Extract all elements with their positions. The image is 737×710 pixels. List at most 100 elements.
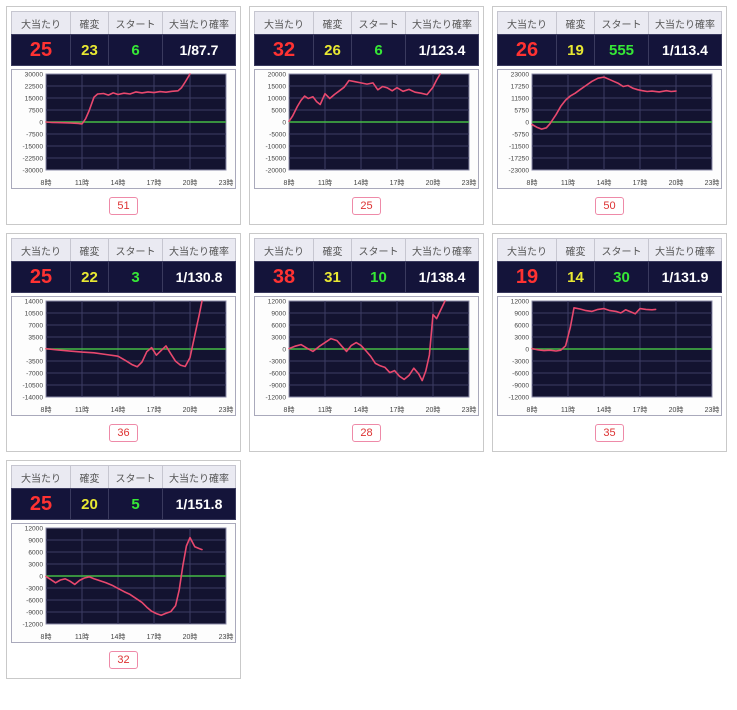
svg-text:30000: 30000 <box>25 71 44 78</box>
header-probability-label: 大当たり確率 <box>648 239 721 261</box>
svg-text:14時: 14時 <box>354 406 369 414</box>
svg-text:-11500: -11500 <box>509 143 529 150</box>
header-start-label: スタート <box>594 239 648 261</box>
start-count: 5 <box>108 489 162 519</box>
stats-header-row: 大当たり 確変 スタート 大当たり確率 <box>11 238 236 261</box>
svg-text:-15000: -15000 <box>22 143 43 150</box>
stats-value-row: 32 26 6 1/123.4 <box>254 34 479 66</box>
svg-text:14時: 14時 <box>354 179 369 187</box>
stats-header-row: 大当たり 確変 スタート 大当たり確率 <box>497 11 722 34</box>
svg-text:8時: 8時 <box>527 406 538 414</box>
svg-text:23時: 23時 <box>705 179 720 187</box>
machine-panel: 大当たり 確変 スタート 大当たり確率 25 23 6 1/87.7 8時 11時… <box>6 6 241 225</box>
kakuhen-count: 19 <box>556 35 594 65</box>
svg-text:17時: 17時 <box>147 633 162 641</box>
svg-text:6000: 6000 <box>28 549 43 556</box>
kakuhen-count: 14 <box>556 262 594 292</box>
header-jackpot-label: 大当たり <box>21 20 61 31</box>
machine-panel: 大当たり 確変 スタート 大当たり確率 25 20 5 1/151.8 8時 11… <box>6 460 241 679</box>
machine-number-badge[interactable]: 28 <box>352 424 381 442</box>
svg-text:-12000: -12000 <box>22 621 43 628</box>
svg-text:12000: 12000 <box>268 298 287 305</box>
stats-header-row: 大当たり 確変 スタート 大当たり確率 <box>11 11 236 34</box>
svg-text:-12000: -12000 <box>508 394 529 401</box>
start-count: 555 <box>594 35 648 65</box>
machine-number-badge[interactable]: 51 <box>109 197 138 215</box>
svg-text:-7000: -7000 <box>26 370 43 377</box>
svg-text:11時: 11時 <box>318 406 332 414</box>
jackpot-count: 32 <box>272 38 296 61</box>
svg-text:8時: 8時 <box>527 179 538 187</box>
svg-text:22500: 22500 <box>25 83 44 90</box>
svg-text:-20000: -20000 <box>265 167 286 174</box>
jackpot-probability: 1/87.7 <box>162 35 235 65</box>
svg-text:7000: 7000 <box>28 322 43 329</box>
badge-row: 25 <box>254 189 479 222</box>
jackpot-count: 19 <box>515 265 539 288</box>
kakuhen-count: 20 <box>70 489 108 519</box>
svg-text:11時: 11時 <box>75 633 89 641</box>
svg-text:15000: 15000 <box>25 95 44 102</box>
svg-text:-9000: -9000 <box>269 382 286 389</box>
kakuhen-count: 26 <box>313 35 351 65</box>
header-probability-label: 大当たり確率 <box>162 239 235 261</box>
machine-number-badge[interactable]: 25 <box>352 197 381 215</box>
badge-row: 36 <box>11 416 236 449</box>
jackpot-probability: 1/130.8 <box>162 262 235 292</box>
svg-text:17250: 17250 <box>511 83 530 90</box>
svg-text:-5000: -5000 <box>269 131 286 138</box>
header-start-label: スタート <box>351 239 405 261</box>
svg-text:6000: 6000 <box>271 322 286 329</box>
badge-row: 28 <box>254 416 479 449</box>
svg-text:17時: 17時 <box>147 179 162 187</box>
svg-text:8時: 8時 <box>41 633 52 641</box>
header-jackpot-label: 大当たり <box>264 20 304 31</box>
machine-number-badge[interactable]: 35 <box>595 424 624 442</box>
kakuhen-count: 23 <box>70 35 108 65</box>
svg-text:3000: 3000 <box>271 334 286 341</box>
jackpot-count: 25 <box>29 492 53 515</box>
jackpot-probability: 1/123.4 <box>405 35 478 65</box>
jackpot-probability: 1/138.4 <box>405 262 478 292</box>
machine-number-badge[interactable]: 50 <box>595 197 624 215</box>
header-kakuhen-label: 確変 <box>313 239 351 261</box>
svg-text:14時: 14時 <box>597 406 612 414</box>
svg-text:12000: 12000 <box>511 298 530 305</box>
machine-number-badge[interactable]: 36 <box>109 424 138 442</box>
svg-text:9000: 9000 <box>514 310 529 317</box>
badge-row: 51 <box>11 189 236 222</box>
header-probability-label: 大当たり確率 <box>162 466 235 488</box>
jackpot-probability: 1/113.4 <box>648 35 721 65</box>
panel-grid: 大当たり 確変 スタート 大当たり確率 25 23 6 1/87.7 8時 11時… <box>6 6 731 679</box>
machine-number-badge[interactable]: 32 <box>109 651 138 669</box>
header-jackpot-label: 大当たり <box>21 474 61 485</box>
svg-text:-3000: -3000 <box>512 358 529 365</box>
machine-panel: 大当たり 確変 スタート 大当たり確率 25 22 3 1/130.8 8時 11… <box>6 233 241 452</box>
svg-text:17時: 17時 <box>390 406 405 414</box>
svg-text:-7500: -7500 <box>26 131 43 138</box>
svg-text:20時: 20時 <box>669 179 684 187</box>
svg-text:-5750: -5750 <box>512 131 529 138</box>
header-jackpot-label: 大当たり <box>507 247 547 258</box>
svg-text:11時: 11時 <box>75 406 89 414</box>
svg-text:-10500: -10500 <box>22 382 43 389</box>
svg-text:23時: 23時 <box>462 179 477 187</box>
svg-text:8時: 8時 <box>41 406 52 414</box>
svg-text:17時: 17時 <box>633 406 648 414</box>
svg-text:14時: 14時 <box>597 179 612 187</box>
svg-text:20時: 20時 <box>183 406 198 414</box>
svg-text:10000: 10000 <box>268 95 287 102</box>
payout-line-chart: 8時 11時 14時 17時 20時 23時 12000 9000 6000 3000 0 -3000… <box>497 296 722 416</box>
stats-value-row: 25 22 3 1/130.8 <box>11 261 236 293</box>
svg-text:-9000: -9000 <box>26 609 43 616</box>
svg-text:23000: 23000 <box>511 71 530 78</box>
svg-text:20000: 20000 <box>268 71 287 78</box>
start-count: 3 <box>108 262 162 292</box>
svg-text:20時: 20時 <box>183 633 198 641</box>
jackpot-count: 26 <box>515 38 539 61</box>
start-count: 30 <box>594 262 648 292</box>
svg-text:-6000: -6000 <box>26 597 43 604</box>
svg-text:0: 0 <box>39 346 43 353</box>
stats-header-row: 大当たり 確変 スタート 大当たり確率 <box>11 465 236 488</box>
